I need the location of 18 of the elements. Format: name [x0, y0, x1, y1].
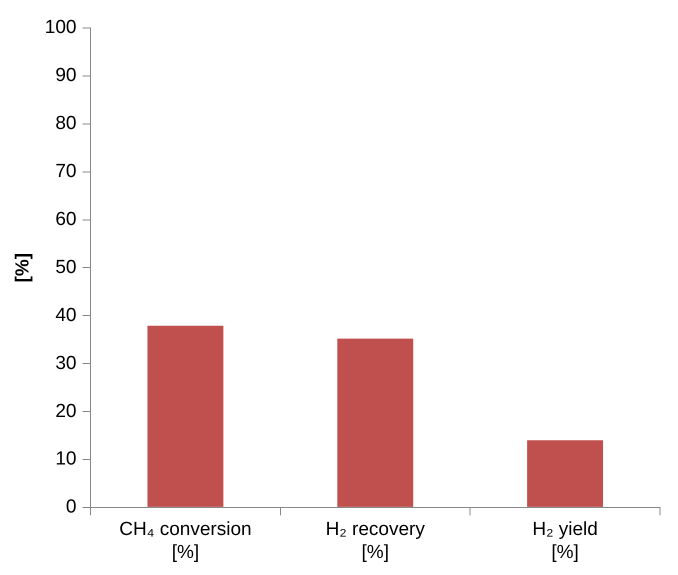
y-tick-label: 80	[55, 113, 76, 134]
y-tick-label: 60	[55, 208, 76, 230]
y-tick-label: 30	[55, 352, 76, 374]
x-tick-label: CH₄ conversion [%]	[119, 519, 252, 563]
bar	[337, 338, 414, 507]
y-tick-label: 40	[55, 304, 76, 326]
x-tick-label: H₂ recovery [%]	[326, 519, 426, 563]
y-tick-label: 10	[55, 448, 76, 470]
y-tick-label: 20	[55, 400, 76, 422]
y-axis-title: [%]	[12, 252, 34, 282]
bar	[147, 326, 224, 507]
y-tick-label: 50	[55, 256, 76, 278]
bar	[527, 440, 604, 507]
y-tick-label: 70	[55, 161, 76, 182]
x-tick-label: H₂ yield [%]	[532, 519, 598, 563]
y-tick-label: 100	[44, 17, 76, 38]
y-tick-label: 90	[55, 65, 76, 86]
y-tick-label: 0	[66, 496, 76, 518]
